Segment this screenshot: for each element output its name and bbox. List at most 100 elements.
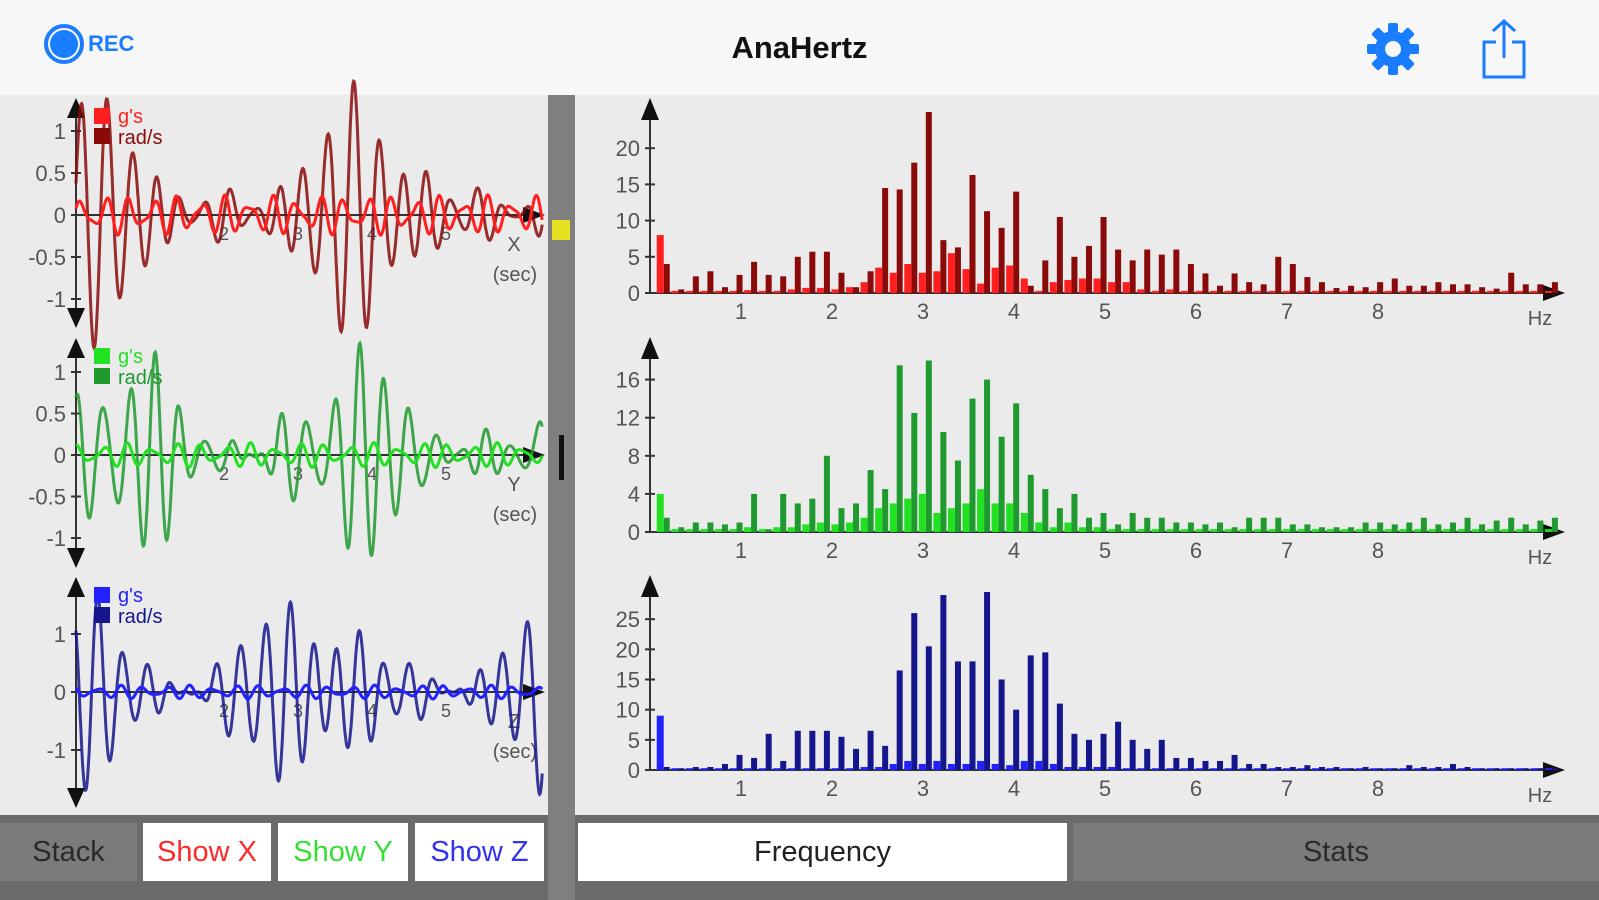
bar-rad bbox=[707, 522, 714, 532]
bar-g bbox=[1195, 529, 1203, 532]
bar-rad bbox=[896, 189, 903, 293]
bar-g bbox=[1370, 768, 1378, 770]
x-tick-label: 5 bbox=[441, 701, 451, 721]
tab-stats[interactable]: Stats bbox=[1073, 823, 1599, 881]
x-axis-unit-label: (sec) bbox=[493, 504, 537, 526]
bar-rad bbox=[823, 251, 830, 293]
bar-g bbox=[1326, 768, 1334, 770]
share-icon[interactable] bbox=[1480, 18, 1528, 80]
x-tick-label: 8 bbox=[1372, 776, 1384, 801]
bar-rad bbox=[1464, 517, 1471, 532]
bar-rad bbox=[1246, 763, 1253, 770]
show-x-button[interactable]: Show X bbox=[143, 823, 271, 881]
bar-g bbox=[1457, 290, 1465, 293]
frequency-panel bbox=[575, 95, 1599, 815]
show-z-button[interactable]: Show Z bbox=[415, 823, 544, 881]
show-y-button[interactable]: Show Y bbox=[278, 823, 408, 881]
bar-g bbox=[846, 522, 854, 532]
bar-g bbox=[714, 529, 722, 532]
bar-g bbox=[1064, 279, 1072, 293]
bar-rad bbox=[1013, 403, 1020, 532]
bar-rad bbox=[853, 748, 860, 770]
x-tick-label: 2 bbox=[826, 776, 838, 801]
tab-frequency[interactable]: Frequency bbox=[578, 823, 1067, 881]
bar-g bbox=[1020, 760, 1028, 770]
bar-rad bbox=[1158, 739, 1165, 770]
bar-g bbox=[1472, 290, 1480, 293]
x-tick-label: 4 bbox=[1008, 299, 1020, 324]
legend-label-g: g's bbox=[118, 106, 143, 128]
bar-rad bbox=[1348, 285, 1355, 293]
bar-g bbox=[1239, 290, 1247, 293]
bar-rad bbox=[1479, 287, 1486, 293]
bar-rad bbox=[1522, 524, 1529, 532]
bar-g bbox=[1442, 529, 1450, 532]
bar-rad bbox=[751, 261, 758, 293]
bar-g bbox=[947, 253, 955, 293]
bar-rad bbox=[692, 766, 699, 770]
bar-rad bbox=[1537, 768, 1544, 770]
bar-rad bbox=[1493, 288, 1500, 293]
legend-label-g: g's bbox=[118, 585, 143, 607]
bar-rad bbox=[1173, 522, 1180, 532]
y-axis-arrow-up-icon bbox=[67, 338, 85, 358]
bar-rad bbox=[1479, 524, 1486, 532]
bar-g bbox=[1544, 768, 1552, 770]
bar-rad bbox=[1537, 284, 1544, 293]
bar-g bbox=[1297, 768, 1305, 770]
divider-drag-handle[interactable] bbox=[559, 435, 564, 480]
bar-g bbox=[1341, 529, 1349, 532]
y-tick-label: 16 bbox=[616, 368, 640, 393]
record-button[interactable]: REC bbox=[44, 24, 134, 64]
bar-rad bbox=[721, 763, 728, 770]
bar-g bbox=[875, 508, 883, 532]
bar-g bbox=[933, 512, 941, 532]
stack-button[interactable]: Stack bbox=[0, 823, 137, 881]
y-tick-label: 1 bbox=[54, 360, 66, 385]
x-tick-label: 2 bbox=[826, 538, 838, 563]
bar-rad bbox=[1071, 256, 1078, 293]
y-axis-arrow-icon bbox=[641, 575, 659, 597]
x-tick-label: 3 bbox=[917, 776, 929, 801]
bar-rad bbox=[1187, 522, 1194, 532]
y-tick-label: 20 bbox=[616, 136, 640, 161]
bar-g bbox=[1195, 290, 1203, 293]
bar-rad bbox=[1187, 757, 1194, 770]
x-tick-label: 7 bbox=[1281, 538, 1293, 563]
y-tick-label: -1 bbox=[46, 526, 66, 551]
bar-g bbox=[1282, 768, 1290, 770]
gear-icon[interactable] bbox=[1366, 22, 1420, 76]
bar-rad bbox=[1115, 721, 1122, 770]
bar-g bbox=[1224, 529, 1232, 532]
bar-rad bbox=[896, 365, 903, 532]
bar-g bbox=[1370, 529, 1378, 532]
x-tick-label: 4 bbox=[1008, 538, 1020, 563]
bar-rad bbox=[1362, 766, 1369, 770]
x-axis-unit-label: Hz bbox=[1528, 785, 1552, 807]
bar-rad bbox=[1508, 272, 1515, 293]
bar-rad bbox=[765, 733, 772, 770]
bar-rad bbox=[925, 112, 932, 293]
y-tick-label: 1 bbox=[54, 622, 66, 647]
bar-rad bbox=[954, 247, 961, 293]
bar-g bbox=[1515, 768, 1523, 770]
bar-g bbox=[685, 529, 693, 532]
x-tick-label: 1 bbox=[735, 776, 747, 801]
bar-g bbox=[1297, 529, 1305, 532]
bar-g bbox=[714, 290, 722, 293]
bar-g bbox=[1544, 529, 1552, 532]
bar-g bbox=[1486, 768, 1494, 770]
bar-g bbox=[787, 527, 795, 532]
bar-rad bbox=[663, 766, 670, 770]
y-axis-arrow-up-icon bbox=[67, 577, 85, 597]
bar-rad bbox=[1318, 527, 1325, 532]
bar-g bbox=[947, 763, 955, 770]
bar-g bbox=[773, 527, 781, 532]
x-tick-label: 3 bbox=[917, 299, 929, 324]
bar-rad bbox=[1173, 249, 1180, 293]
bar-rad bbox=[1377, 522, 1384, 532]
bar-rad bbox=[1435, 766, 1442, 770]
bar-g bbox=[933, 271, 941, 293]
bar-g bbox=[773, 290, 781, 293]
y-tick-label: 0 bbox=[628, 520, 640, 545]
